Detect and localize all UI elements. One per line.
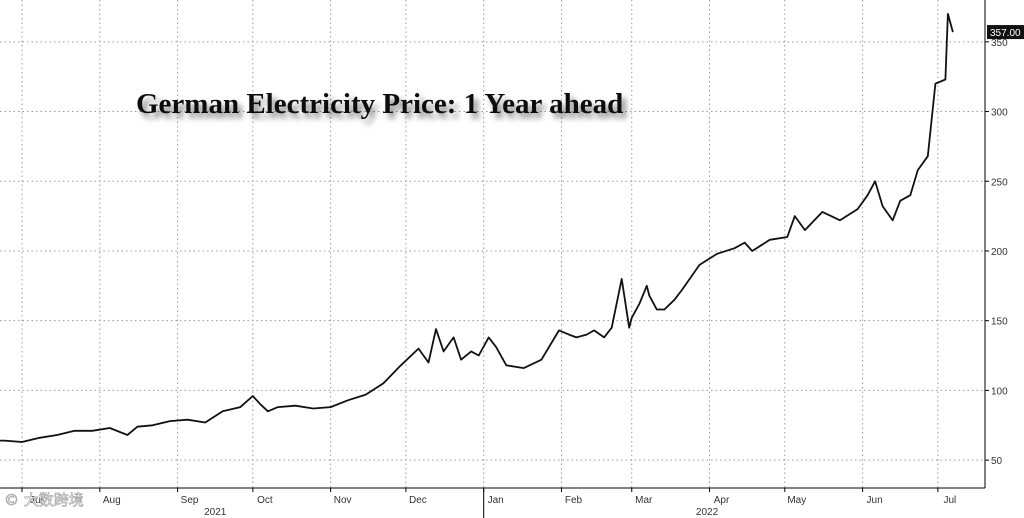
y-tick-label: 150 <box>991 317 1008 328</box>
last-value-label: 357.00 <box>990 28 1021 39</box>
x-axis-ticks: Jul Aug Sep Oct Nov Dec Jan Feb Mar Apr May Jun Jul <box>21 488 956 506</box>
x-tick-label: Nov <box>334 495 352 506</box>
y-tick-label: 250 <box>991 177 1008 188</box>
axis-frame <box>0 0 986 489</box>
x-tick-label: Aug <box>103 495 121 506</box>
y-tick-label: 200 <box>991 247 1008 258</box>
chart-title: German Electricity Price: 1 Year ahead <box>136 88 623 120</box>
y-tick-label: 100 <box>991 386 1008 397</box>
x-tick-label: May <box>787 495 806 506</box>
year-label: 2021 <box>204 507 227 518</box>
y-tick-label: 300 <box>991 108 1008 119</box>
watermark: © 大数跨境 <box>4 491 84 509</box>
year-label: 2022 <box>696 507 719 518</box>
x-tick-label: Apr <box>714 495 730 506</box>
x-tick-label: Feb <box>565 495 583 506</box>
grid-lines <box>0 0 985 488</box>
x-tick-label: Oct <box>257 495 273 506</box>
x-tick-label: Sep <box>181 495 199 506</box>
x-tick-label: Jan <box>488 495 504 506</box>
y-tick-label: 50 <box>991 456 1003 467</box>
x-tick-label: Jul <box>943 495 956 506</box>
y-axis-ticks: 50 100 150 200 250 300 350 <box>985 38 1008 467</box>
x-tick-label: Jul <box>30 495 43 506</box>
x-tick-label: Dec <box>409 495 427 506</box>
year-labels: 2021 2022 <box>204 488 719 518</box>
y-tick-label: 350 <box>991 38 1008 49</box>
price-series-line <box>0 13 954 443</box>
x-tick-label: Jun <box>867 495 883 506</box>
last-value-badge: 357.00 <box>987 25 1024 40</box>
x-tick-label: Mar <box>635 495 653 506</box>
